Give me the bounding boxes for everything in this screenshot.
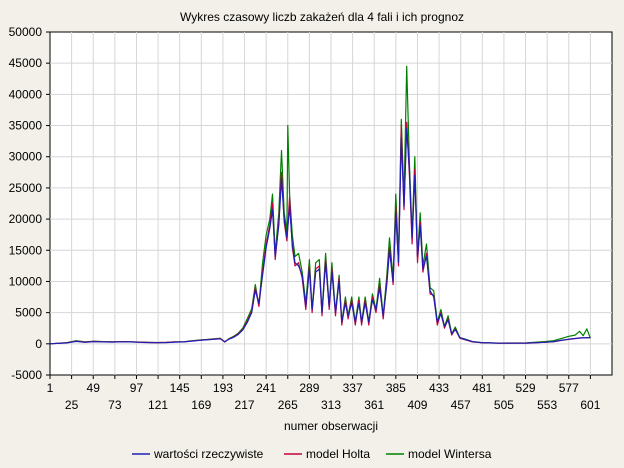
series-line-1 — [49, 128, 591, 345]
x-axis: 1 49 97 145 193 241 289 337 385 433 481 529 577 25 73 1… — [47, 375, 601, 412]
x-tick-label: 337 — [343, 381, 363, 395]
y-tick-label: 5000 — [15, 306, 42, 320]
x-tick-label: 97 — [130, 381, 144, 395]
y-tick-label: 35000 — [9, 119, 43, 133]
legend-label: wartości rzeczywiste — [153, 447, 264, 461]
y-tick-label: -5000 — [11, 368, 42, 382]
y-tick-label: 15000 — [9, 243, 43, 257]
x-tick-label: 457 — [451, 398, 471, 412]
x-tick-label: 505 — [494, 398, 514, 412]
x-tick-label: 217 — [235, 398, 255, 412]
x-tick-label: 601 — [580, 398, 600, 412]
x-tick-label: 385 — [386, 381, 406, 395]
x-tick-label: 433 — [429, 381, 449, 395]
y-tick-label: 10000 — [9, 274, 43, 288]
x-tick-label: 577 — [559, 381, 579, 395]
chart-title: Wykres czasowy liczb zakażeń dla 4 fali … — [180, 10, 464, 24]
x-tick-label: 361 — [364, 398, 384, 412]
x-tick-label: 265 — [278, 398, 298, 412]
y-tick-label: 50000 — [9, 25, 43, 39]
x-axis-label: numer obserwacji — [284, 419, 378, 433]
x-tick-label: 289 — [299, 381, 319, 395]
x-tick-label: 529 — [516, 381, 536, 395]
y-tick-label: 45000 — [9, 56, 43, 70]
x-tick-label: 121 — [148, 398, 168, 412]
legend-label: model Wintersa — [408, 447, 492, 461]
x-tick-label: 193 — [213, 381, 233, 395]
y-tick-label: 0 — [35, 337, 42, 351]
x-tick-label: 241 — [256, 381, 276, 395]
series-lines — [49, 65, 591, 345]
x-tick-label: 73 — [108, 398, 122, 412]
grid — [50, 32, 612, 375]
legend-label: model Holta — [306, 447, 370, 461]
y-tick-label: 30000 — [9, 150, 43, 164]
x-tick-label: 481 — [472, 381, 492, 395]
x-tick-label: 553 — [537, 398, 557, 412]
y-tick-label: 20000 — [9, 212, 43, 226]
y-tick-label: 25000 — [9, 181, 43, 195]
x-tick-label: 1 — [47, 381, 54, 395]
legend: wartości rzeczywiste model Holta model Win… — [132, 447, 492, 461]
y-axis: -5000 0 5000 10000 15000 20000 25000 30000 35000… — [9, 25, 50, 382]
y-tick-label: 40000 — [9, 87, 43, 101]
x-tick-label: 145 — [170, 381, 190, 395]
x-tick-label: 49 — [87, 381, 101, 395]
x-tick-label: 25 — [65, 398, 79, 412]
x-tick-label: 409 — [407, 398, 427, 412]
x-tick-label: 313 — [321, 398, 341, 412]
x-tick-label: 169 — [191, 398, 211, 412]
